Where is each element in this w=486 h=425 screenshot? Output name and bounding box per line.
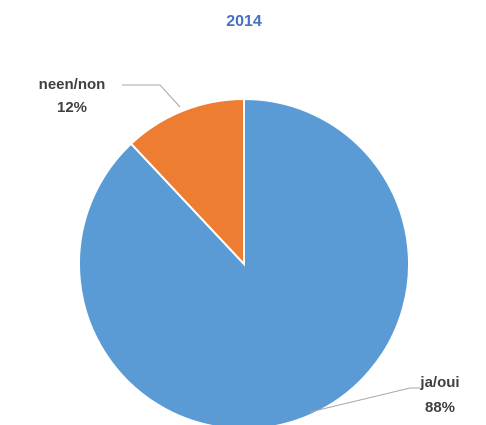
chart-title: 2014 bbox=[226, 13, 262, 30]
leader-line bbox=[309, 387, 420, 413]
slice-value-label: 88% bbox=[425, 399, 455, 416]
slice-label: neen/non bbox=[39, 76, 106, 93]
slice-value-label: 12% bbox=[57, 99, 87, 116]
pie-slice bbox=[129, 97, 245, 267]
leader-line bbox=[122, 84, 181, 108]
pie-slice bbox=[78, 97, 410, 425]
slice-label: ja/oui bbox=[419, 374, 459, 391]
